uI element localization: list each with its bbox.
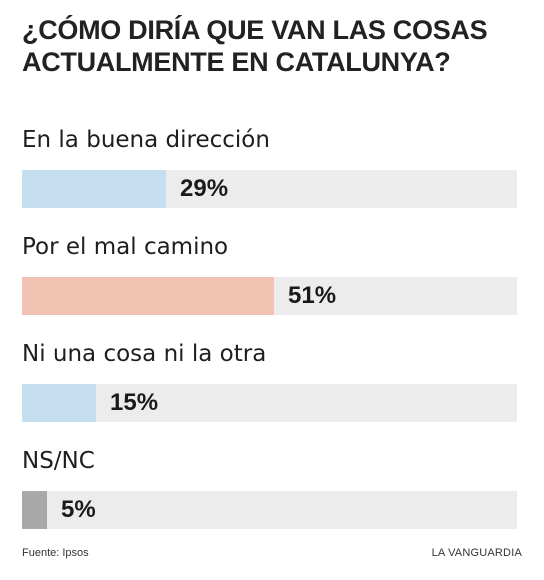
brand-logo-text: LA VANGUARDIA: [431, 547, 522, 559]
chart-title-line-1: ¿Cómo diría que van las cosas: [22, 15, 488, 45]
category-label: Por el mal camino: [22, 234, 229, 260]
footer: Fuente: Ipsos LA VANGUARDIA: [22, 545, 522, 561]
bar: [22, 384, 96, 422]
bar-chart: En la buena dirección 29% Por el mal cam…: [22, 118, 517, 546]
bar-track: 15%: [22, 384, 517, 422]
source-note: Fuente: Ipsos: [22, 547, 89, 559]
bar-row: Ni una cosa ni la otra 15%: [22, 332, 517, 439]
value-label: 29%: [180, 175, 229, 202]
bar-row: Por el mal camino 51%: [22, 225, 517, 332]
value-label: 15%: [110, 389, 159, 416]
chart-title: ¿Cómo diría que van las cosas actualment…: [22, 14, 522, 78]
bar-track: 29%: [22, 170, 517, 208]
chart-title-line-2: actualmente en Catalunya?: [22, 47, 451, 77]
bar-track: 51%: [22, 277, 517, 315]
bar: [22, 491, 47, 529]
bar-row: NS/NC 5%: [22, 439, 517, 546]
category-label: NS/NC: [22, 448, 95, 474]
value-label: 5%: [61, 496, 96, 523]
bar-track: 5%: [22, 491, 517, 529]
value-label: 51%: [288, 282, 337, 309]
bar-row: En la buena dirección 29%: [22, 118, 517, 225]
category-label: Ni una cosa ni la otra: [22, 341, 267, 367]
bar: [22, 170, 166, 208]
bar: [22, 277, 274, 315]
category-label: En la buena dirección: [22, 127, 270, 153]
